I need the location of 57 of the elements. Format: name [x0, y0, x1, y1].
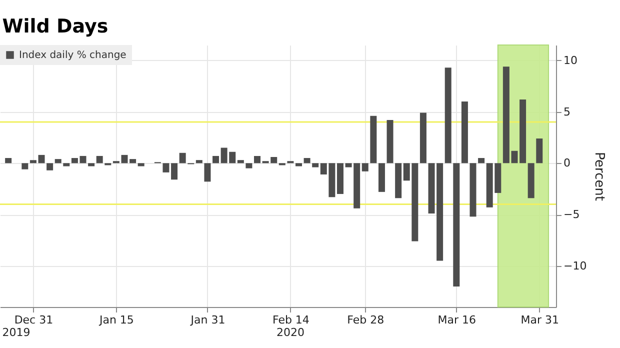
y-axis-title: Percent [592, 152, 607, 201]
bar [171, 163, 178, 180]
y-tick-label: −5 [564, 208, 580, 222]
bar [22, 163, 28, 170]
bar [237, 160, 244, 164]
bar [38, 154, 45, 164]
text: 2020 [276, 326, 304, 339]
bar [46, 163, 54, 170]
bar [54, 159, 62, 164]
bar [196, 160, 202, 164]
bar [204, 163, 211, 182]
bar [295, 163, 302, 166]
bar [312, 163, 319, 168]
bar [395, 163, 402, 198]
bar [362, 163, 368, 172]
bar [130, 159, 136, 164]
bar [444, 68, 452, 164]
bar [80, 156, 86, 164]
bar [96, 156, 103, 164]
bar [536, 138, 543, 164]
x-tick-label: Feb 28 [347, 314, 384, 326]
chart-title: Wild Days [2, 16, 108, 38]
bar [478, 158, 485, 164]
bar [370, 116, 377, 164]
x-tick-label: Jan 31 [190, 314, 226, 326]
bar [162, 163, 170, 172]
y-tick-label: 10 [564, 54, 578, 67]
bar [254, 156, 261, 164]
text: 2019 [2, 326, 30, 339]
bar [520, 99, 526, 164]
bar [470, 163, 476, 217]
bar [420, 112, 426, 164]
bar [386, 120, 394, 164]
x-tick-label: Mar 31 [520, 314, 560, 326]
bar [461, 102, 468, 164]
y-tick-label: −10 [564, 259, 587, 272]
y-tick-label: 0 [564, 156, 570, 170]
bar [5, 158, 12, 164]
bar [138, 163, 144, 166]
bar [71, 158, 78, 164]
bar [63, 163, 70, 166]
x-tick-label: Mar 16 [438, 314, 476, 326]
bar [212, 156, 220, 164]
x-tick-label: Dec 31 [14, 314, 54, 326]
bar [88, 163, 95, 166]
bar [304, 158, 310, 164]
y-tick-label: 5 [564, 105, 570, 118]
bar [179, 152, 186, 164]
bar [528, 163, 534, 198]
x-tick-label: Jan 15 [98, 314, 134, 326]
bar [453, 163, 460, 286]
legend-label: Index daily % change [19, 50, 126, 61]
bar [378, 163, 385, 192]
bar [246, 163, 252, 168]
bar [336, 163, 344, 194]
x-tick-label: Feb 14 [272, 314, 310, 326]
bar [30, 160, 36, 164]
